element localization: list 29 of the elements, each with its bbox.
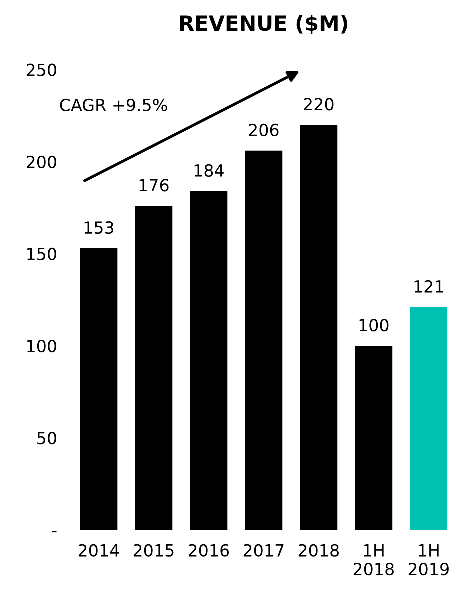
y-tick-label: - [52, 531, 57, 533]
data-label: 176 [140, 179, 169, 192]
bar [135, 206, 173, 530]
data-label: 206 [249, 124, 279, 137]
bar [190, 191, 228, 530]
x-tick-label: 1H 2018 [354, 544, 394, 576]
y-tick-label: 100 [28, 340, 56, 353]
x-tick-label: 2016 [188, 544, 230, 557]
data-label: 184 [194, 164, 224, 178]
bar [80, 248, 118, 530]
data-label: 153 [84, 221, 114, 234]
x-tick-label: 1H 2019 [408, 544, 449, 576]
chart-title: REVENUE ($M) [180, 15, 348, 34]
x-tick-label: 2014 [78, 544, 120, 557]
x-tick-label: 2017 [244, 544, 284, 557]
x-tick-label: 2015 [134, 544, 174, 557]
y-tick-label: 200 [26, 156, 56, 168]
data-label: 100 [360, 319, 389, 332]
bar [410, 307, 448, 530]
bar [355, 346, 393, 530]
y-tick-label: 50 [38, 432, 56, 445]
annotation: CAGR +9.5% [60, 98, 168, 112]
data-label: 121 [414, 280, 444, 293]
data-label: 220 [304, 98, 334, 111]
y-tick-label: 150 [28, 248, 56, 261]
bar [300, 125, 338, 530]
x-tick-label: 2018 [298, 544, 339, 557]
bar [245, 150, 283, 530]
y-tick-label: 250 [26, 64, 56, 76]
